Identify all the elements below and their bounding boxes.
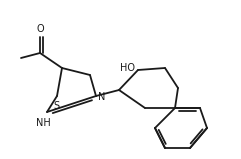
Text: O: O xyxy=(36,24,44,34)
Text: N: N xyxy=(98,92,105,102)
Text: S: S xyxy=(53,101,59,111)
Text: HO: HO xyxy=(120,63,135,73)
Text: NH: NH xyxy=(36,118,50,128)
